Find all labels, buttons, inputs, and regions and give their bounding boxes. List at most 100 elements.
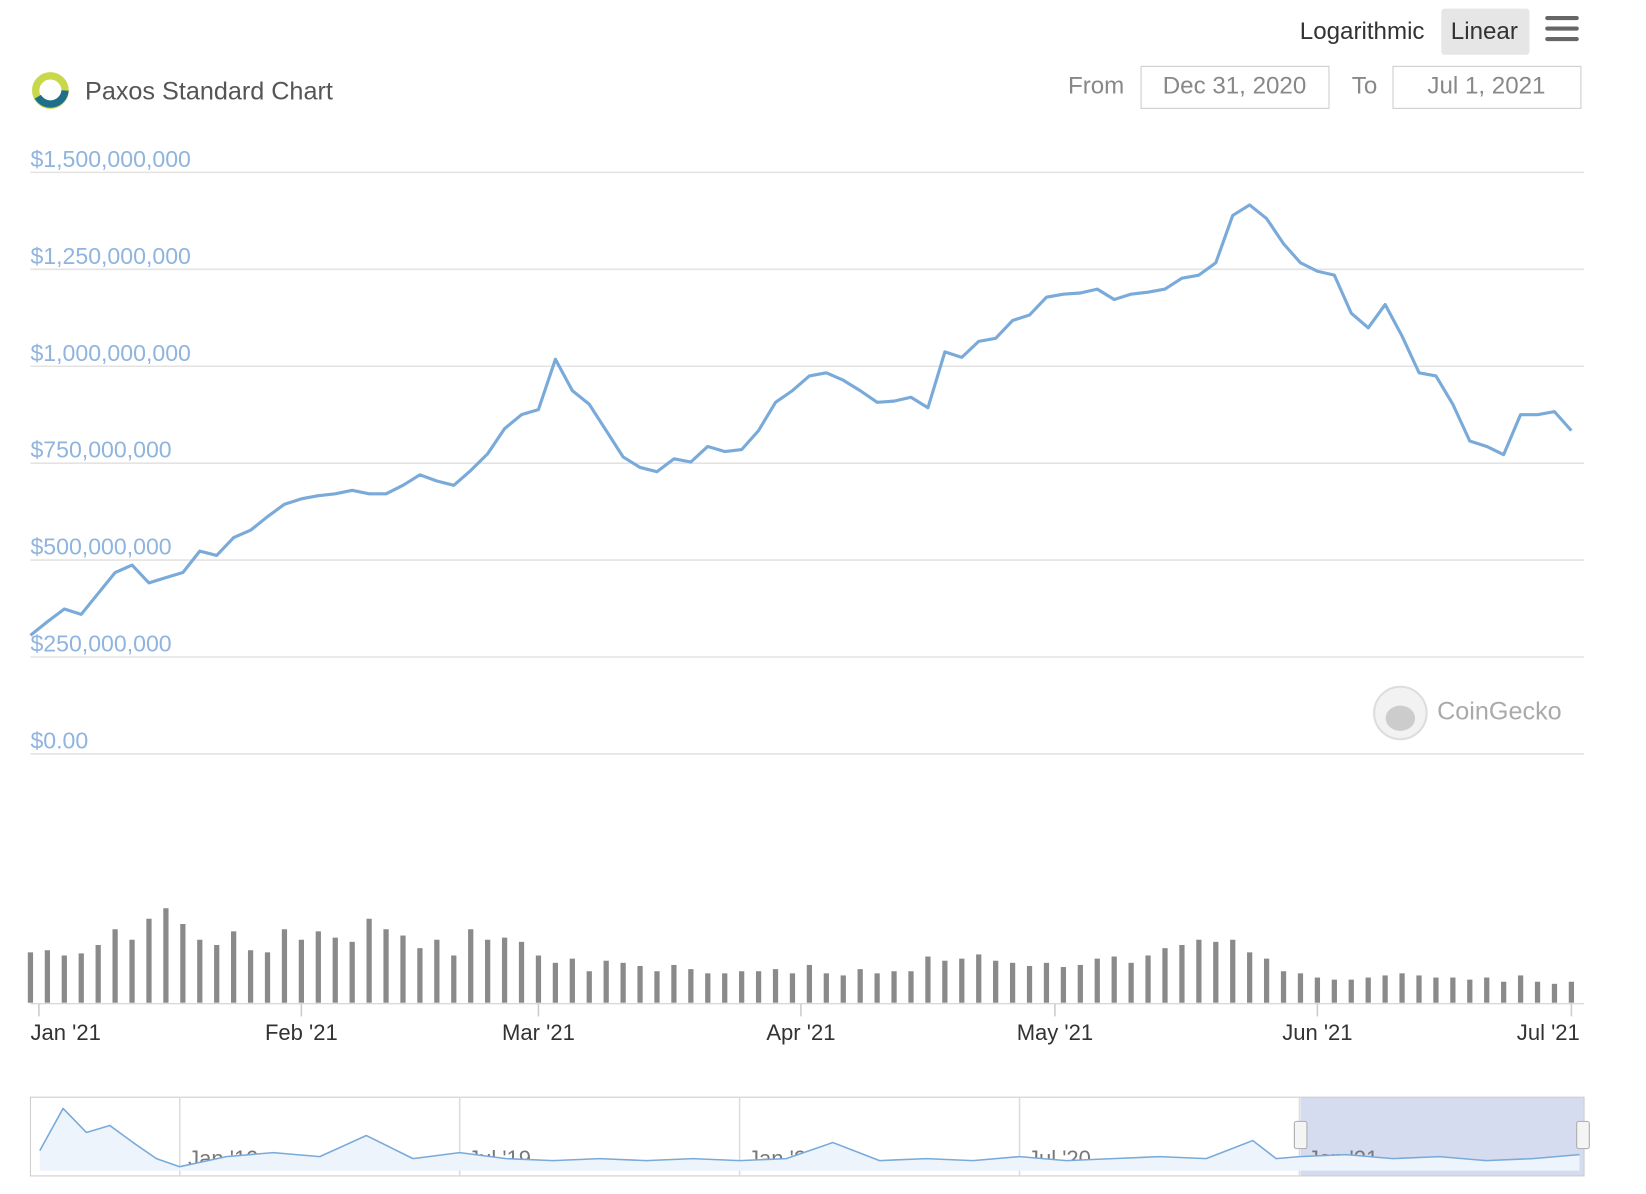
volume-bar [1331, 979, 1337, 1003]
volume-bar [603, 960, 609, 1003]
volume-bar [1263, 958, 1270, 1003]
volume-bar [908, 971, 914, 1003]
navigator-line [39, 1107, 1580, 1168]
x-tick-label: Jun '21 [1282, 1020, 1352, 1045]
volume-bar [78, 953, 84, 1003]
to-label: To [1352, 73, 1377, 100]
from-input[interactable] [1140, 65, 1330, 109]
y-tick-label: $1,250,000,000 [30, 243, 190, 269]
volume-bar [95, 944, 101, 1003]
volume-bar [1162, 948, 1168, 1003]
volume-bar [671, 964, 677, 1003]
volume-bar [1433, 977, 1439, 1003]
volume-bar [806, 964, 813, 1003]
volume-bar [485, 939, 491, 1003]
volume-bar [1382, 975, 1388, 1003]
volume-bar [620, 962, 626, 1003]
volume-bar [705, 973, 711, 1003]
watermark: CoinGecko [1437, 698, 1562, 726]
volume-bar [722, 973, 728, 1003]
volume-bar [44, 950, 51, 1003]
volume-bar [1517, 975, 1524, 1003]
volume-bar [1213, 941, 1219, 1003]
volume-bar [400, 935, 406, 1003]
volume-bar [129, 939, 135, 1003]
volume-bar [247, 950, 254, 1003]
volume-bar [857, 969, 863, 1003]
volume-bar [61, 955, 67, 1003]
volume-bar [637, 965, 643, 1003]
volume-bar [434, 939, 440, 1003]
volume-bar [1501, 981, 1507, 1003]
volume-bar [874, 973, 880, 1003]
volume-bar [468, 929, 474, 1003]
price-line [29, 203, 1573, 637]
x-tick-label: May '21 [1017, 1020, 1093, 1045]
navigator-handle[interactable] [1576, 1120, 1590, 1150]
to-date[interactable]: Jul 1, 2021 [1427, 73, 1545, 100]
from-date[interactable]: Dec 31, 2020 [1163, 73, 1307, 100]
x-tick-label: Jul '21 [1517, 1020, 1580, 1045]
volume-bar [501, 937, 508, 1003]
navigator-handle[interactable] [1293, 1120, 1308, 1150]
volume-bar [1009, 962, 1016, 1003]
volume-bar [315, 931, 321, 1003]
volume-bar [1280, 971, 1287, 1003]
volume-bar [552, 962, 559, 1003]
volume-bar [1247, 952, 1253, 1003]
volume-bar [1416, 975, 1422, 1003]
chart-title: Paxos Standard Chart [85, 77, 333, 105]
volume-bar [1179, 944, 1185, 1003]
y-tick-label: $500,000,000 [30, 534, 171, 560]
volume-bar [755, 971, 762, 1003]
volume-bar [163, 908, 169, 1003]
volume-bar [789, 973, 796, 1003]
volume-bar [264, 952, 271, 1003]
y-tick-label: $750,000,000 [30, 437, 171, 463]
volume-bar [366, 918, 372, 1003]
volume-bar [1043, 962, 1050, 1003]
linear-button[interactable]: Linear [1451, 18, 1518, 45]
volume-bar [1196, 939, 1202, 1003]
volume-bar [1365, 977, 1371, 1003]
volume-bar [1128, 962, 1134, 1003]
volume-bar [1467, 979, 1473, 1003]
log-button[interactable]: Logarithmic [1300, 18, 1425, 45]
volume-bar [281, 929, 288, 1003]
volume-bar [823, 973, 829, 1003]
volume-bar [569, 958, 575, 1003]
volume-bar [214, 944, 220, 1003]
y-tick-label: $0.00 [30, 727, 88, 753]
volume-bar [891, 971, 897, 1003]
volume-bar [739, 971, 745, 1003]
volume-bar [146, 918, 152, 1003]
volume-bar [1314, 977, 1321, 1003]
volume-bar [349, 941, 355, 1003]
volume-bar [1026, 965, 1033, 1003]
volume-bar [298, 939, 305, 1003]
y-tick-label: $1,000,000,000 [30, 340, 190, 366]
volume-bar [772, 969, 779, 1003]
from-label: From [1068, 73, 1124, 100]
volume-bar [27, 952, 34, 1003]
volume-bar [1348, 979, 1354, 1003]
volume-bar [1060, 967, 1067, 1003]
to-input[interactable] [1392, 65, 1582, 109]
volume-bar [1145, 955, 1151, 1003]
volume-bar [993, 960, 999, 1003]
volume-bar [535, 955, 542, 1003]
volume-bar [231, 931, 237, 1003]
x-tick-label: Apr '21 [766, 1020, 835, 1045]
menu-icon[interactable] [1545, 15, 1579, 42]
volume-bar [654, 971, 660, 1003]
volume-bar [112, 929, 118, 1003]
y-tick-label: $250,000,000 [30, 631, 171, 657]
volume-bar [332, 937, 338, 1003]
volume-bar [586, 971, 592, 1003]
volume-bar [976, 954, 982, 1003]
linear-button-bg[interactable] [1441, 8, 1530, 55]
volume-bar [840, 975, 846, 1003]
volume-bar [1094, 958, 1100, 1003]
